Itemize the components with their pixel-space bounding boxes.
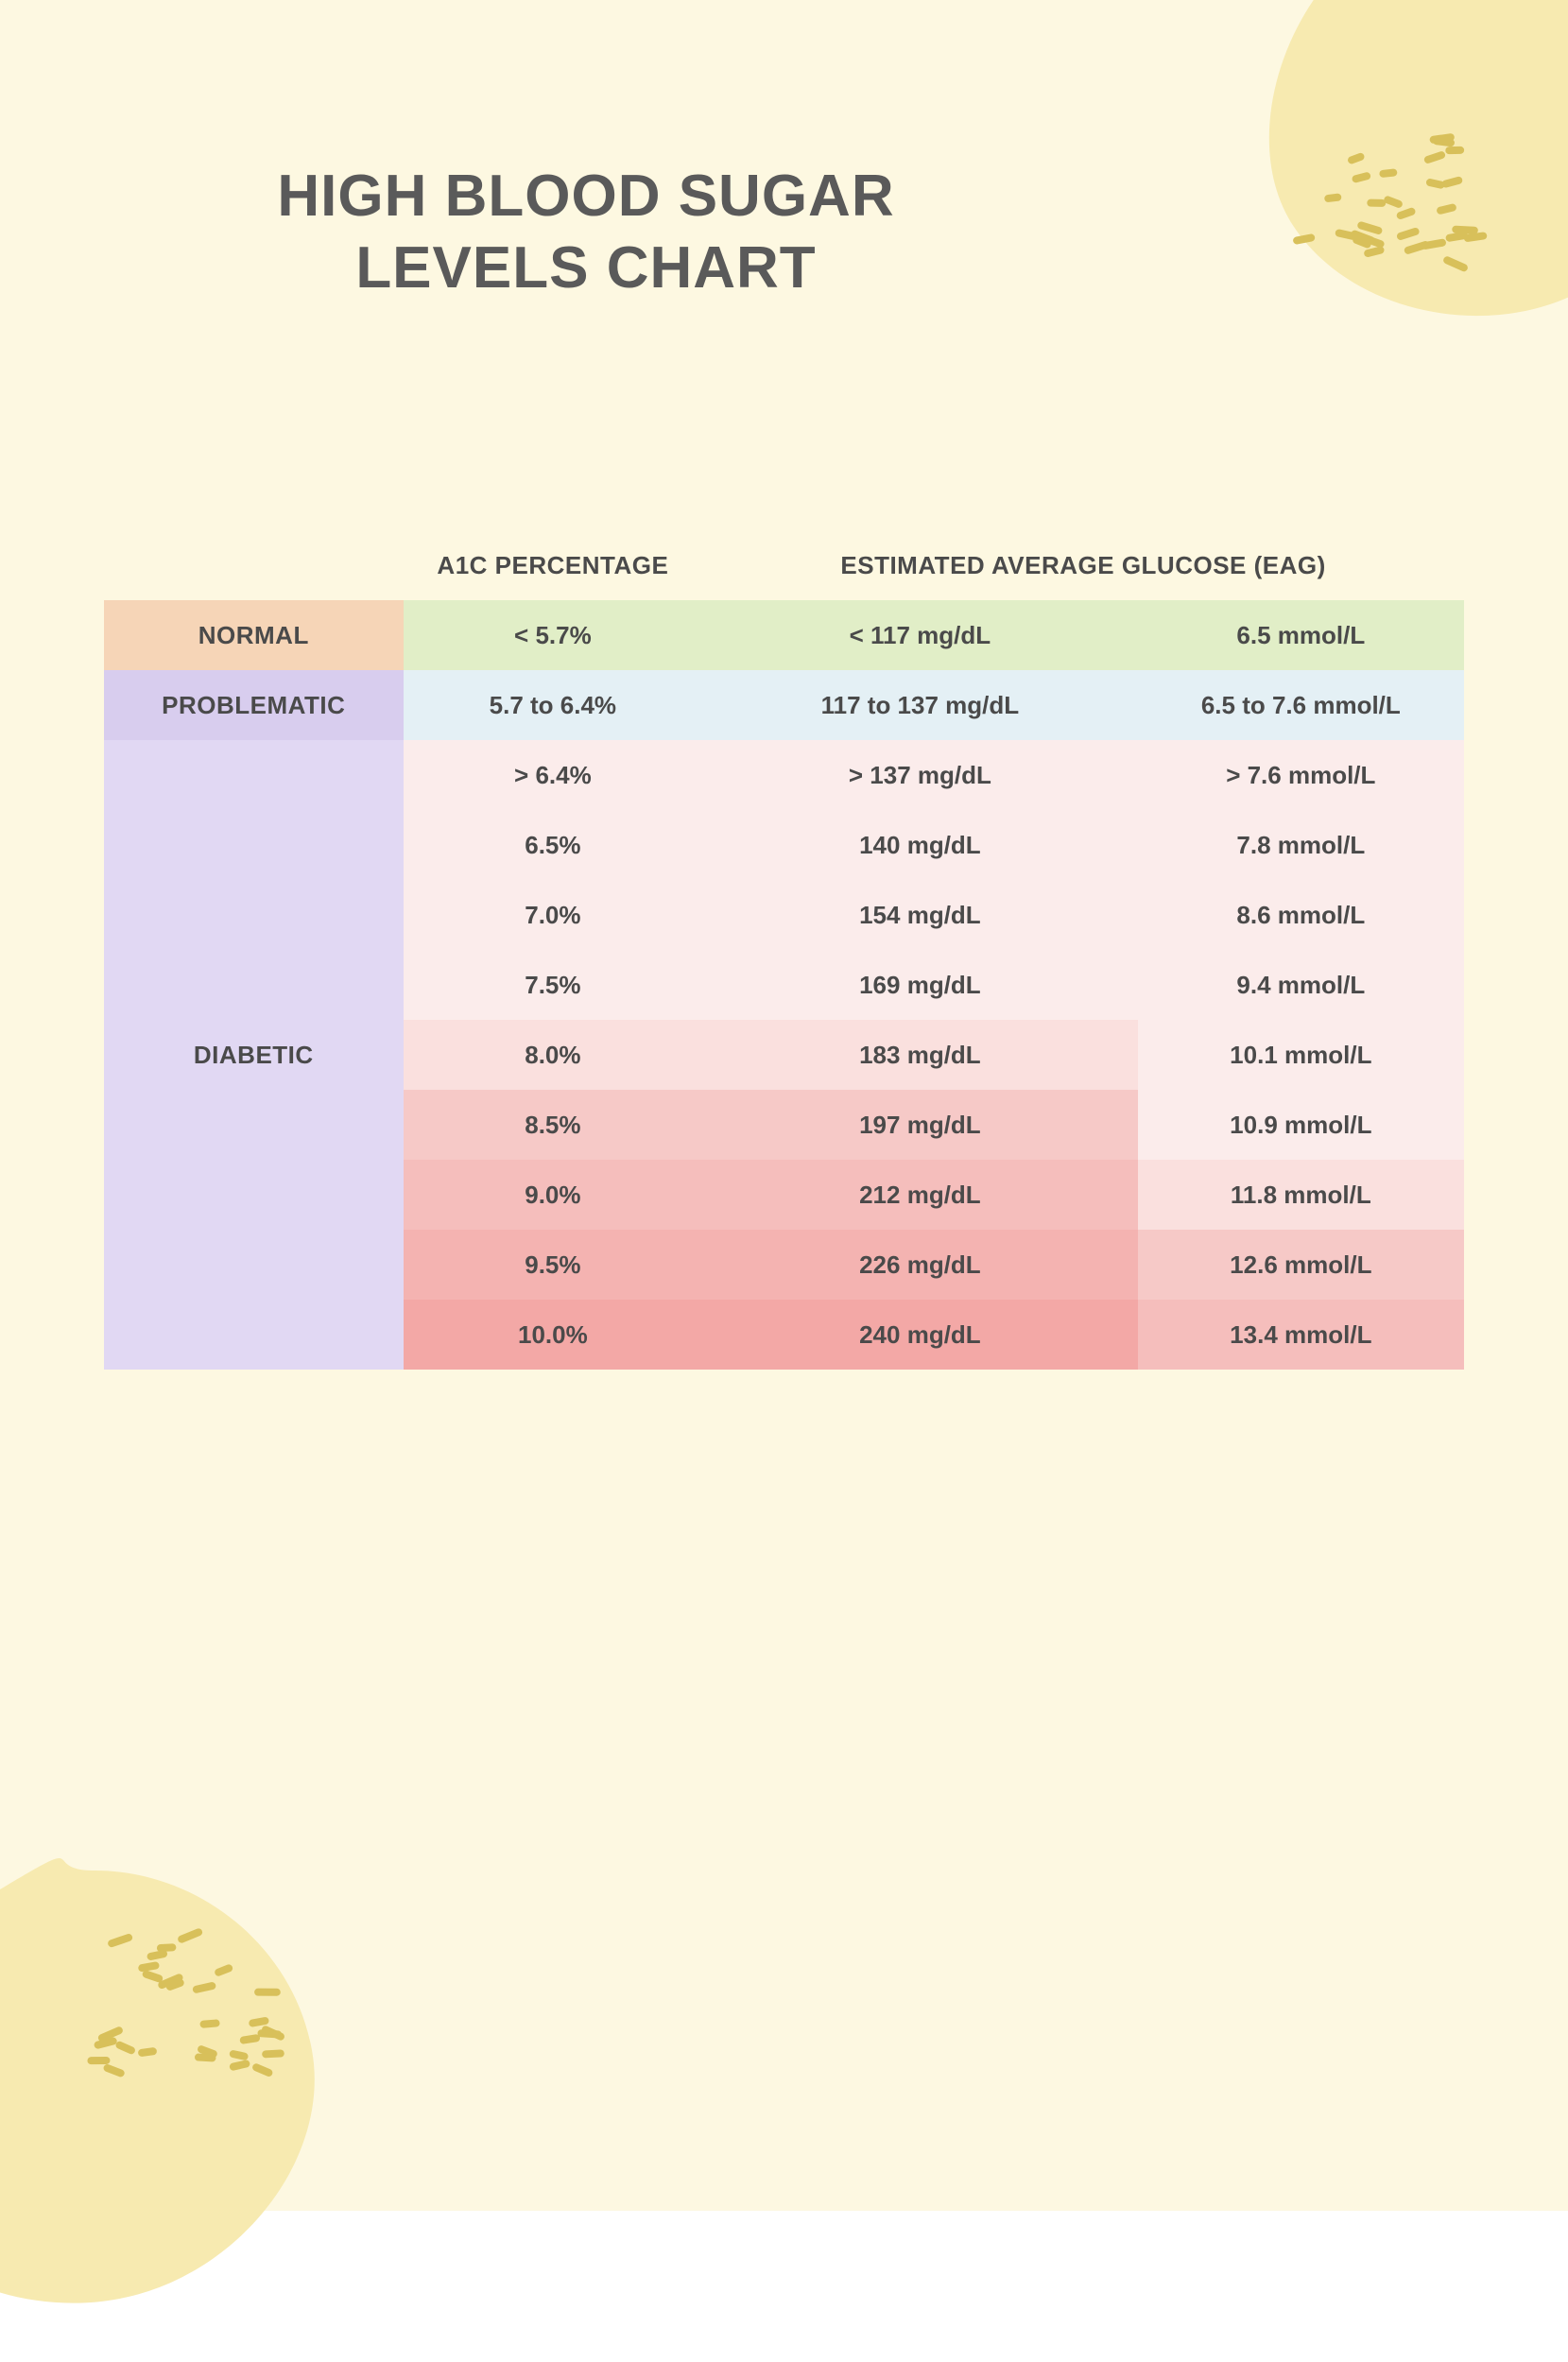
header-a1c: A1C PERCENTAGE — [404, 530, 703, 600]
cell-a1c: < 5.7% — [404, 600, 703, 670]
cell-mmol: 10.9 mmol/L — [1138, 1090, 1464, 1160]
cell-a1c: 7.0% — [404, 880, 703, 950]
cell-mgdl: 240 mg/dL — [702, 1300, 1137, 1370]
cell-mgdl: 140 mg/dL — [702, 810, 1137, 880]
cell-mgdl: > 137 mg/dL — [702, 740, 1137, 810]
cell-mmol: 6.5 to 7.6 mmol/L — [1138, 670, 1464, 740]
cell-mmol: 10.1 mmol/L — [1138, 1020, 1464, 1090]
cell-mmol: 13.4 mmol/L — [1138, 1300, 1464, 1370]
cell-a1c: > 6.4% — [404, 740, 703, 810]
cell-mmol: 12.6 mmol/L — [1138, 1230, 1464, 1300]
cell-mgdl: 212 mg/dL — [702, 1160, 1137, 1230]
cell-mmol: 6.5 mmol/L — [1138, 600, 1464, 670]
blood-sugar-table: A1C PERCENTAGE ESTIMATED AVERAGE GLUCOSE… — [104, 530, 1464, 1370]
table-body: NORMAL< 5.7%< 117 mg/dL6.5 mmol/LPROBLEM… — [104, 600, 1464, 1370]
cell-a1c: 8.5% — [404, 1090, 703, 1160]
row-label-problematic: PROBLEMATIC — [104, 670, 404, 740]
cell-mgdl: 117 to 137 mg/dL — [702, 670, 1137, 740]
row-label-diabetic: DIABETIC — [104, 740, 404, 1370]
cell-mmol: 9.4 mmol/L — [1138, 950, 1464, 1020]
cell-mgdl: 226 mg/dL — [702, 1230, 1137, 1300]
header-eag: ESTIMATED AVERAGE GLUCOSE (EAG) — [702, 530, 1464, 600]
confetti-bottom-left-icon — [66, 1918, 312, 2107]
cell-mmol: 7.8 mmol/L — [1138, 810, 1464, 880]
cell-mgdl: 197 mg/dL — [702, 1090, 1137, 1160]
chart-table-wrap: A1C PERCENTAGE ESTIMATED AVERAGE GLUCOSE… — [104, 530, 1464, 1370]
cell-mmol: 11.8 mmol/L — [1138, 1160, 1464, 1230]
cell-a1c: 8.0% — [404, 1020, 703, 1090]
header-blank — [104, 530, 404, 600]
cell-mgdl: < 117 mg/dL — [702, 600, 1137, 670]
blob-bottom-left-icon — [0, 1833, 359, 2362]
row-label-normal: NORMAL — [104, 600, 404, 670]
cell-mgdl: 154 mg/dL — [702, 880, 1137, 950]
confetti-top-right-icon — [1266, 113, 1511, 302]
cell-a1c: 9.0% — [404, 1160, 703, 1230]
cell-a1c: 9.5% — [404, 1230, 703, 1300]
blob-top-right-icon — [1228, 0, 1568, 378]
table-row: DIABETIC> 6.4%> 137 mg/dL> 7.6 mmol/L — [104, 740, 1464, 810]
cell-mgdl: 169 mg/dL — [702, 950, 1137, 1020]
cell-a1c: 10.0% — [404, 1300, 703, 1370]
page: HIGH BLOOD SUGAR LEVELS CHART A1C PERCEN… — [0, 0, 1568, 2211]
cell-mmol: > 7.6 mmol/L — [1138, 740, 1464, 810]
cell-a1c: 7.5% — [404, 950, 703, 1020]
cell-a1c: 6.5% — [404, 810, 703, 880]
page-title: HIGH BLOOD SUGAR LEVELS CHART — [227, 161, 945, 303]
cell-mmol: 8.6 mmol/L — [1138, 880, 1464, 950]
table-row: NORMAL< 5.7%< 117 mg/dL6.5 mmol/L — [104, 600, 1464, 670]
table-header-row: A1C PERCENTAGE ESTIMATED AVERAGE GLUCOSE… — [104, 530, 1464, 600]
table-row: PROBLEMATIC5.7 to 6.4%117 to 137 mg/dL6.… — [104, 670, 1464, 740]
cell-a1c: 5.7 to 6.4% — [404, 670, 703, 740]
cell-mgdl: 183 mg/dL — [702, 1020, 1137, 1090]
